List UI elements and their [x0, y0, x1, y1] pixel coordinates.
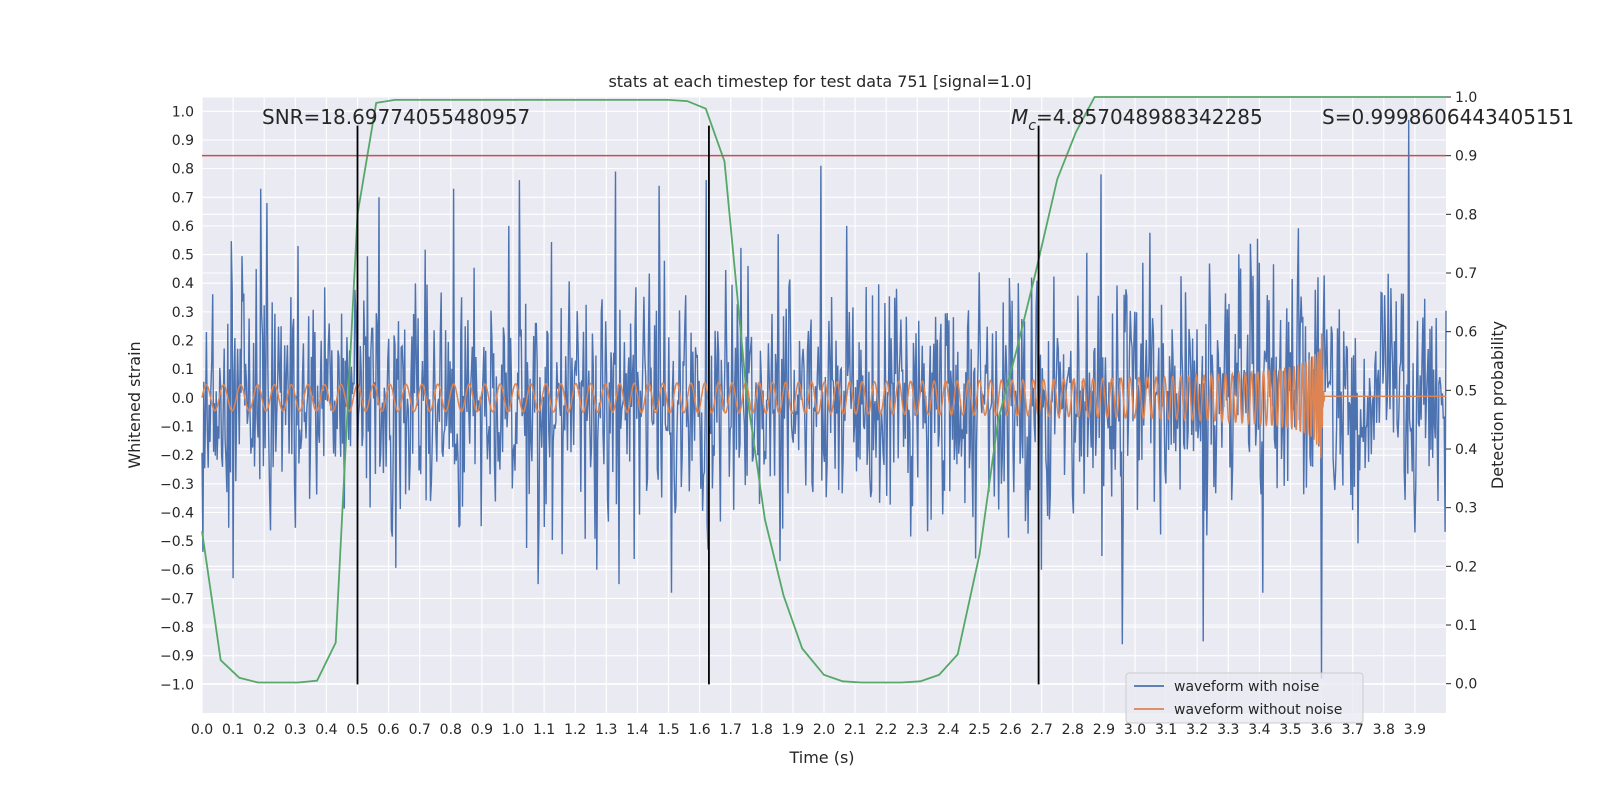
y-tick-label: 0.1 [172, 362, 194, 378]
x-tick-label: 1.0 [502, 722, 524, 738]
x-tick-label: 0.3 [284, 722, 306, 738]
x-tick-label: 0.4 [315, 722, 337, 738]
x-tick-label: 1.3 [595, 722, 617, 738]
x-tick-label: 2.2 [875, 722, 897, 738]
mc-subscript: c [1028, 118, 1036, 134]
y2-axis-label: Detection probability [1488, 321, 1507, 489]
x-tick-label: 2.4 [937, 722, 959, 738]
y-tick-label: 0.6 [172, 219, 194, 235]
y2-tick-label: 0.8 [1455, 207, 1477, 223]
y2-tick-label: 0.9 [1455, 149, 1477, 165]
y-tick-label: −1.0 [160, 677, 194, 693]
legend: waveform with noise waveform without noi… [1125, 672, 1364, 724]
mc-value: =4.857048988342285 [1036, 105, 1263, 129]
x-ticks: 0.0 0.1 0.2 0.3 0.4 0.5 0.6 0.7 0.8 0.9 1.0 1.1 1.2 1… [191, 722, 1426, 738]
x-tick-label: 3.8 [1373, 722, 1395, 738]
y-tick-label: 0.0 [172, 391, 194, 407]
clean-line [201, 333, 1446, 459]
y2-tick-label: 0.7 [1455, 266, 1477, 282]
y-tick-label: 0.7 [172, 190, 194, 206]
y-tick-label: 1.0 [172, 104, 194, 120]
x-tick-label: 1.7 [720, 722, 742, 738]
x-tick-label: 2.7 [1031, 722, 1053, 738]
x-axis-label: Time (s) [788, 748, 854, 767]
x-tick-label: 2.5 [968, 722, 990, 738]
x-tick-label: 3.1 [1155, 722, 1177, 738]
probability-line [201, 96, 1446, 684]
y2-tick-label: 0.6 [1455, 325, 1477, 341]
y-axis-label: Whitened strain [125, 341, 144, 468]
x-tick-label: 3.2 [1186, 722, 1208, 738]
noise-series [201, 119, 1447, 679]
y2-ticks: 1.0 0.9 0.8 0.7 0.6 0.5 0.4 0.3 0.2 0.1 0.0 [1446, 90, 1477, 693]
y-ticks: 1.0 0.9 0.8 0.7 0.6 0.5 0.4 0.3 0.2 0.1 0.0 −0.1 −0.… [160, 104, 194, 693]
y-tick-label: 0.8 [172, 162, 194, 178]
x-tick-label: 2.1 [844, 722, 866, 738]
y-tick-label: −0.6 [160, 563, 194, 579]
probability-series [201, 96, 1446, 684]
x-tick-label: 0.9 [471, 722, 493, 738]
x-tick-label: 1.8 [751, 722, 773, 738]
y-tick-label: −0.3 [160, 477, 194, 493]
x-tick-label: 3.3 [1217, 722, 1239, 738]
x-tick-label: 0.6 [377, 722, 399, 738]
y-tick-label: −0.4 [160, 505, 194, 521]
s-annotation: S=0.9998606443405151 [1322, 105, 1574, 129]
legend-box [1125, 672, 1364, 724]
x-tick-label: 0.5 [346, 722, 368, 738]
x-tick-label: 2.9 [1093, 722, 1115, 738]
x-tick-label: 3.6 [1310, 722, 1332, 738]
x-tick-label: 3.4 [1248, 722, 1270, 738]
y-tick-label: 0.4 [172, 276, 194, 292]
snr-annotation: SNR=18.69774055480957 [262, 105, 530, 129]
y-tick-label: 0.5 [172, 248, 194, 264]
x-tick-label: 1.1 [533, 722, 555, 738]
legend-label-clean: waveform without noise [1174, 702, 1342, 718]
x-tick-label: 2.3 [906, 722, 928, 738]
x-tick-label: 0.2 [253, 722, 275, 738]
y-tick-label: −0.1 [160, 419, 194, 435]
x-tick-label: 2.6 [999, 722, 1021, 738]
x-tick-label: 1.6 [688, 722, 710, 738]
x-tick-label: 0.0 [191, 722, 213, 738]
y2-tick-label: 0.3 [1455, 501, 1477, 517]
x-tick-label: 3.0 [1124, 722, 1146, 738]
x-tick-label: 3.9 [1404, 722, 1426, 738]
y-tick-label: 0.9 [172, 133, 194, 149]
x-tick-label: 1.2 [564, 722, 586, 738]
x-tick-label: 3.7 [1342, 722, 1364, 738]
x-tick-label: 0.7 [409, 722, 431, 738]
noise-line [201, 119, 1447, 679]
mc-symbol: M [1011, 105, 1028, 129]
clean-series [201, 333, 1446, 459]
y-tick-label: −0.9 [160, 649, 194, 665]
x-tick-label: 0.1 [222, 722, 244, 738]
x-tick-label: 2.0 [813, 722, 835, 738]
vertical-markers [356, 125, 1040, 685]
x-tick-label: 1.5 [657, 722, 679, 738]
x-tick-label: 1.4 [626, 722, 648, 738]
y2-tick-label: 0.0 [1455, 677, 1477, 693]
y2-tick-label: 1.0 [1455, 90, 1477, 106]
y-tick-label: −0.5 [160, 534, 194, 550]
y-tick-label: −0.8 [160, 620, 194, 636]
chart-title: stats at each timestep for test data 751… [608, 72, 1031, 91]
x-tick-label: 3.5 [1279, 722, 1301, 738]
y-tick-label: −0.2 [160, 448, 194, 464]
y2-tick-label: 0.2 [1455, 559, 1477, 575]
x-tick-label: 1.9 [782, 722, 804, 738]
mc-annotation: Mc=4.857048988342285 [1011, 105, 1263, 134]
y2-tick-label: 0.5 [1455, 383, 1477, 399]
x-tick-label: 2.8 [1062, 722, 1084, 738]
y2-tick-label: 0.1 [1455, 618, 1477, 634]
y-tick-label: −0.7 [160, 591, 194, 607]
x-tick-label: 0.8 [440, 722, 462, 738]
y-tick-label: 0.3 [172, 305, 194, 321]
y-tick-label: 0.2 [172, 334, 194, 350]
legend-label-noise: waveform with noise [1174, 679, 1319, 695]
y2-tick-label: 0.4 [1455, 442, 1477, 458]
